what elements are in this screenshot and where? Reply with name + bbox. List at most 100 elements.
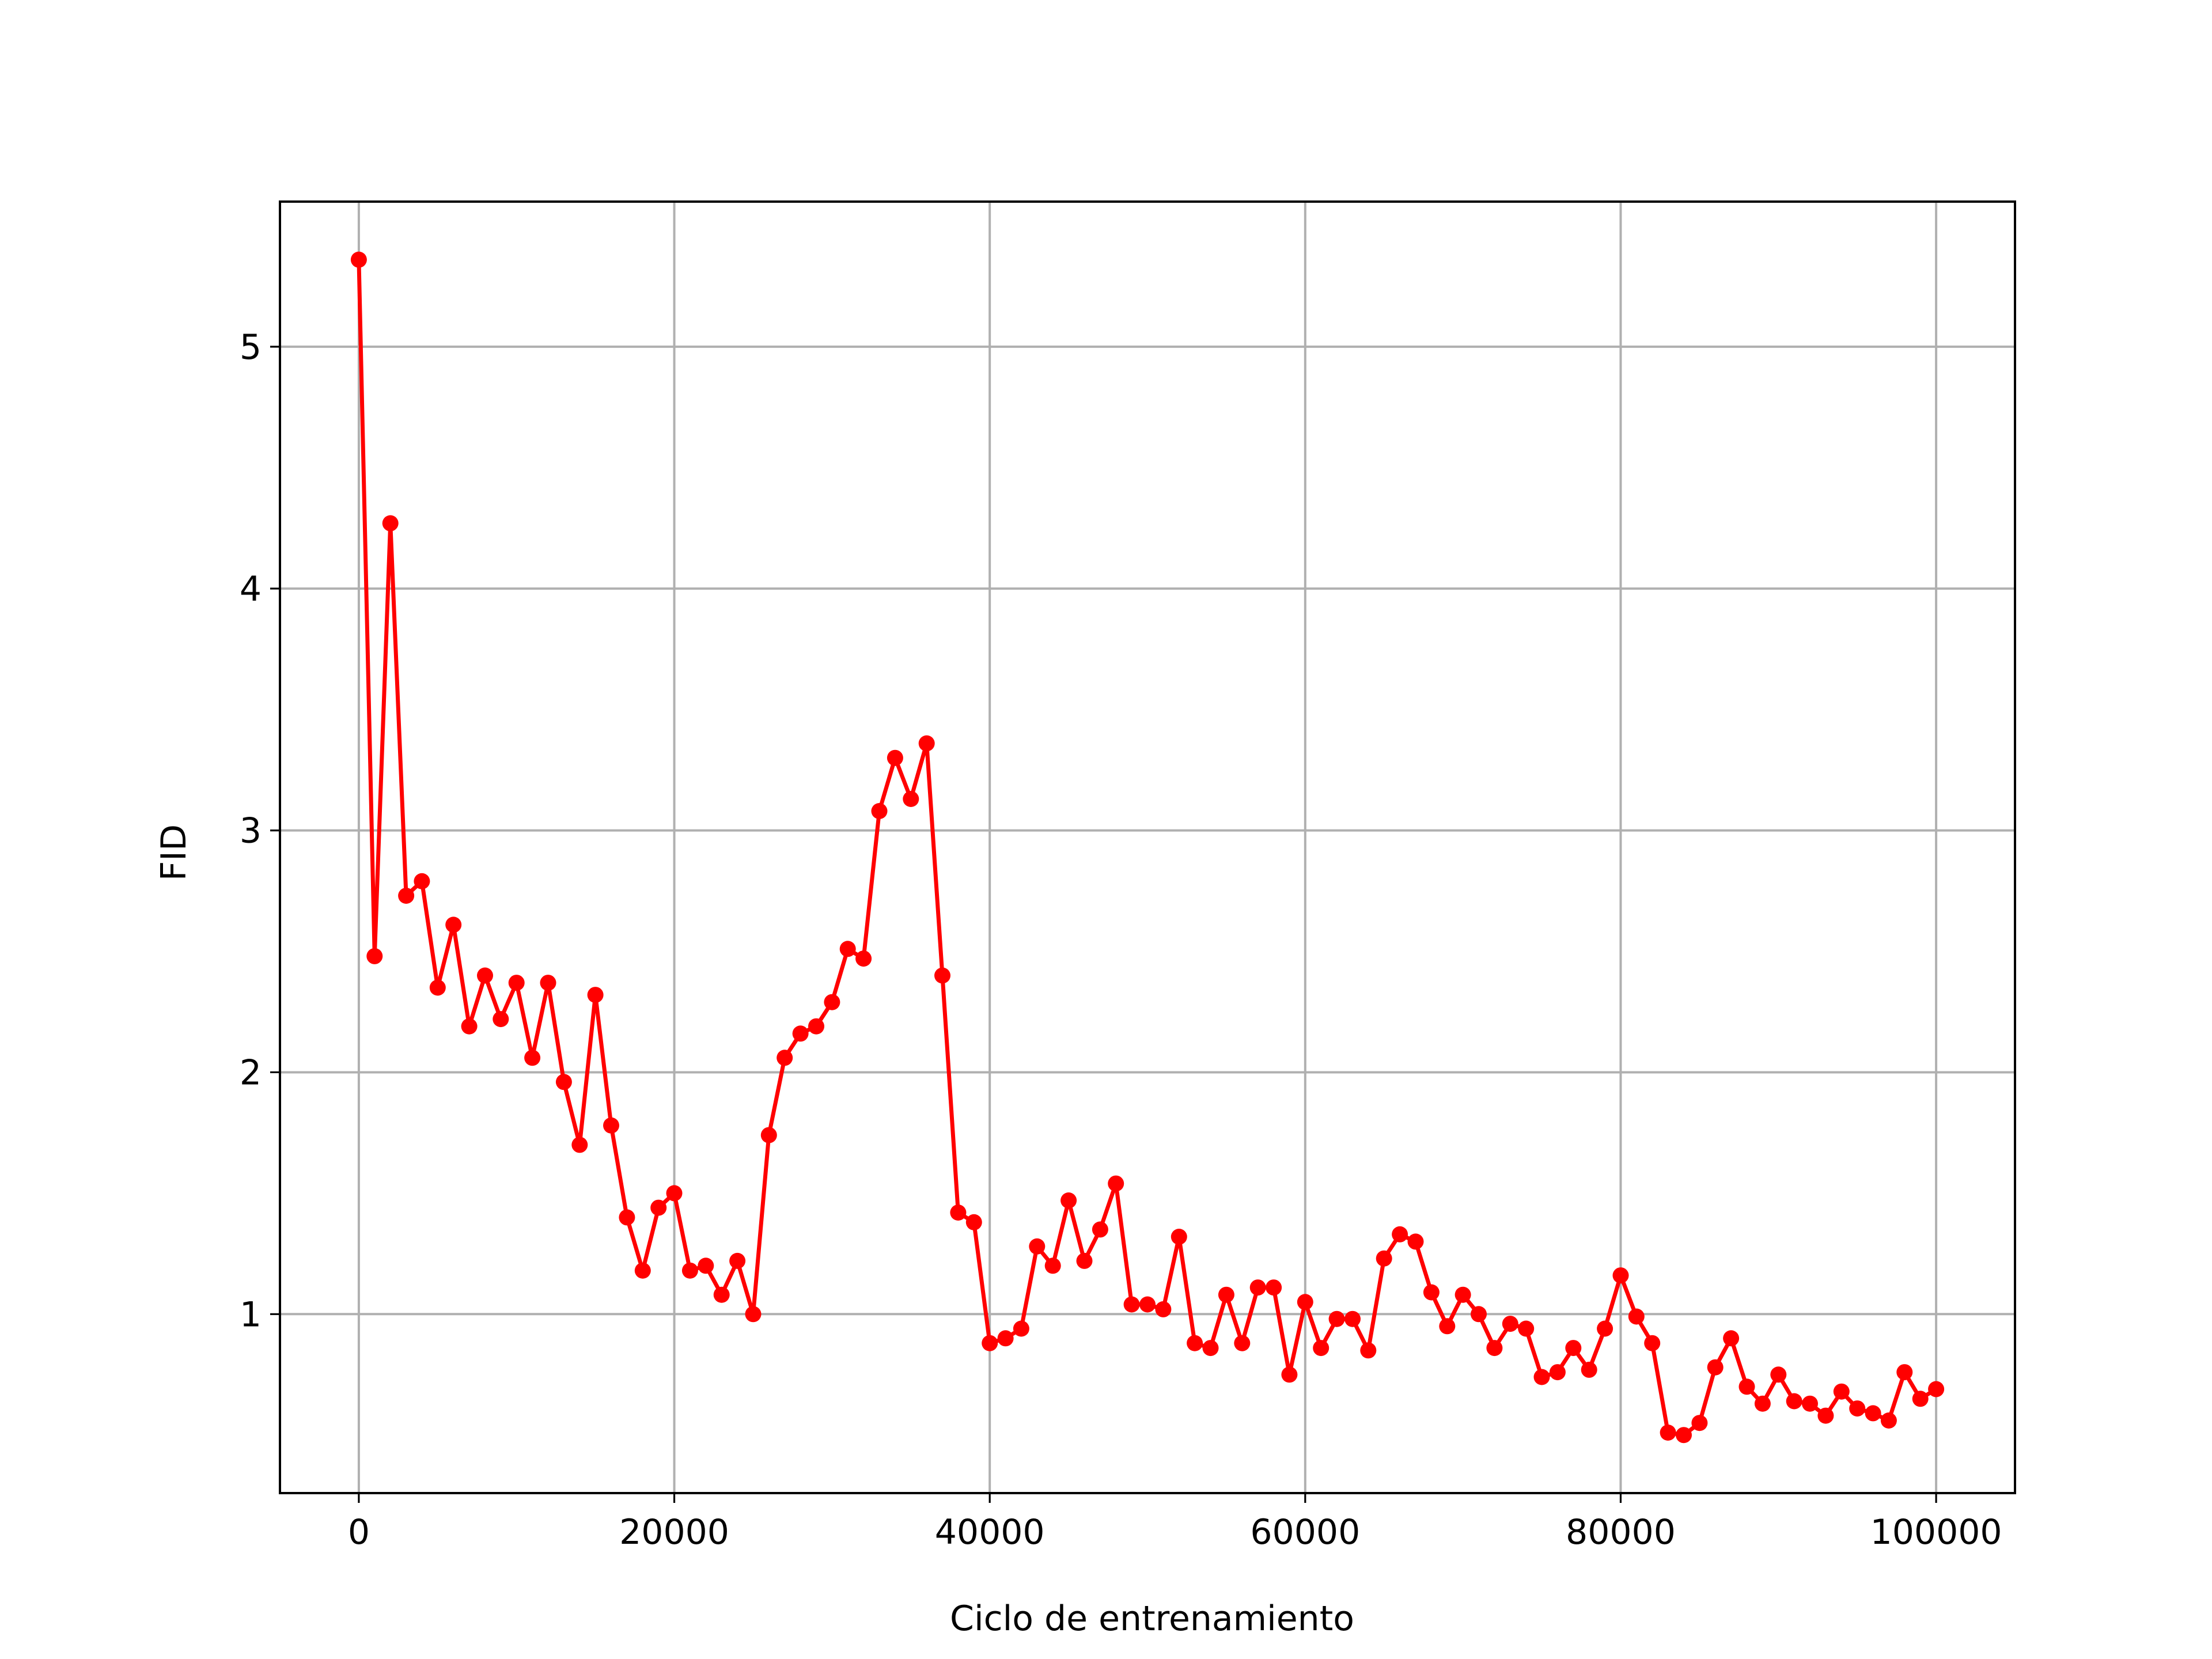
data-point [1707,1359,1724,1376]
data-point [1313,1340,1330,1357]
data-point [918,735,935,752]
data-point [934,967,950,984]
data-point [1013,1320,1029,1337]
data-point [1344,1310,1361,1327]
data-point [1439,1318,1456,1335]
data-point [1281,1366,1298,1383]
data-point [1565,1340,1582,1357]
y-tick-label: 1 [240,1294,262,1335]
data-point [1912,1391,1929,1407]
data-point [540,975,556,991]
data-point [839,941,856,957]
data-point [903,791,919,807]
data-point [445,916,462,933]
data-point [666,1185,683,1202]
y-tick-label: 5 [240,327,262,368]
data-point [1518,1320,1535,1337]
data-point [1660,1425,1676,1441]
data-point [1612,1267,1629,1284]
data-point [508,975,525,991]
data-point [1928,1381,1945,1397]
series-line [357,259,1937,1437]
data-point [398,888,415,904]
data-point [887,749,903,766]
data-point [777,1050,793,1066]
data-point [1407,1233,1424,1250]
data-point [982,1335,998,1351]
data-point [1202,1340,1219,1357]
data-point [792,1025,809,1042]
data-point [997,1330,1014,1347]
data-point [1754,1395,1771,1412]
data-point [1328,1310,1345,1327]
data-point [745,1306,762,1323]
y-tick-label: 3 [240,811,262,851]
data-point [1092,1221,1108,1238]
x-tick-label: 60000 [1250,1512,1360,1552]
data-point [1218,1286,1234,1303]
data-point [634,1262,651,1279]
data-point [950,1205,967,1221]
data-point [461,1018,478,1035]
y-tick-label: 4 [240,569,262,609]
grid-lines [280,202,2015,1493]
data-point [1455,1286,1471,1303]
data-point [1802,1395,1818,1412]
data-point [1392,1226,1408,1243]
data-point [855,950,872,967]
data-point [382,515,399,532]
data-point [1249,1279,1266,1296]
data-point [524,1050,541,1066]
data-point [871,803,888,819]
data-point [1597,1320,1613,1337]
data-point [1581,1361,1597,1378]
data-point [1628,1308,1645,1325]
data-point [698,1257,714,1274]
x-tick-label: 100000 [1870,1512,2002,1552]
data-point [587,987,604,1003]
x-axis-label: Ciclo de entrenamiento [950,1599,1354,1639]
x-tick-label: 0 [348,1512,370,1552]
data-point [650,1199,667,1216]
data-point [429,979,446,996]
data-point [1376,1250,1392,1267]
data-point [1044,1257,1061,1274]
plot-frame [279,200,2016,1494]
axis-ticks: 0 20000 40000 60000 80000 100000 1 2 3 4 5 [240,327,2002,1552]
y-axis-label: FID [154,824,194,881]
data-point [1833,1383,1850,1400]
data-point [1266,1279,1282,1296]
data-point [808,1018,824,1035]
data-point [366,948,383,964]
data-point [713,1286,730,1303]
data-point [1076,1252,1093,1269]
data-series [350,251,1945,1444]
data-point [1676,1427,1692,1444]
data-point [681,1262,698,1279]
data-point [1880,1412,1897,1429]
data-point [603,1117,619,1134]
data-point [1691,1415,1708,1431]
data-point [1139,1296,1156,1313]
data-point [1123,1296,1140,1313]
data-point [571,1137,588,1153]
data-point [1896,1364,1913,1381]
data-point [350,251,367,268]
y-tick-label: 2 [240,1052,262,1093]
data-point [1029,1238,1046,1255]
data-point [493,1011,509,1028]
data-point [824,994,840,1010]
data-point [1817,1407,1834,1424]
data-point [1360,1342,1377,1359]
data-point [1171,1229,1187,1245]
data-point [1471,1306,1487,1323]
data-point [619,1209,635,1226]
data-point [1502,1316,1518,1332]
data-point [1723,1330,1740,1347]
data-point [965,1214,982,1230]
data-point [1533,1369,1550,1385]
data-point [1786,1393,1802,1410]
data-point [1297,1294,1313,1310]
data-point [555,1074,572,1090]
